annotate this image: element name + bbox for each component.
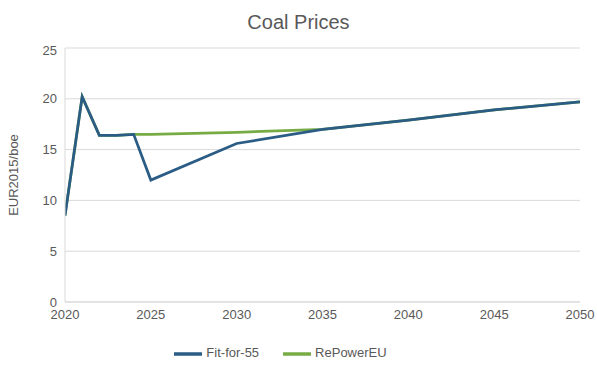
svg-text:20: 20 — [43, 91, 57, 106]
svg-text:5: 5 — [50, 244, 57, 259]
svg-text:EUR2015/boe: EUR2015/boe — [8, 134, 21, 216]
svg-text:25: 25 — [43, 43, 57, 58]
svg-text:15: 15 — [43, 142, 57, 157]
html-text:RePowerEU: RePowerEU — [315, 345, 387, 361]
html-text:Coal Prices: Coal Prices — [247, 11, 350, 33]
svg-text:2020: 2020 — [50, 307, 80, 323]
svg-text:2035: 2035 — [308, 307, 337, 322]
svg-text:2045: 2045 — [480, 307, 509, 322]
svg-text:0: 0 — [50, 295, 57, 310]
svg-text:2030: 2030 — [222, 307, 251, 322]
svg-text:2025: 2025 — [136, 307, 165, 322]
svg-text:2040: 2040 — [394, 307, 423, 322]
html-text:Fit-for-55: Fit-for-55 — [206, 345, 260, 361]
svg-text:2050: 2050 — [566, 307, 589, 322]
svg-text:10: 10 — [43, 193, 57, 208]
